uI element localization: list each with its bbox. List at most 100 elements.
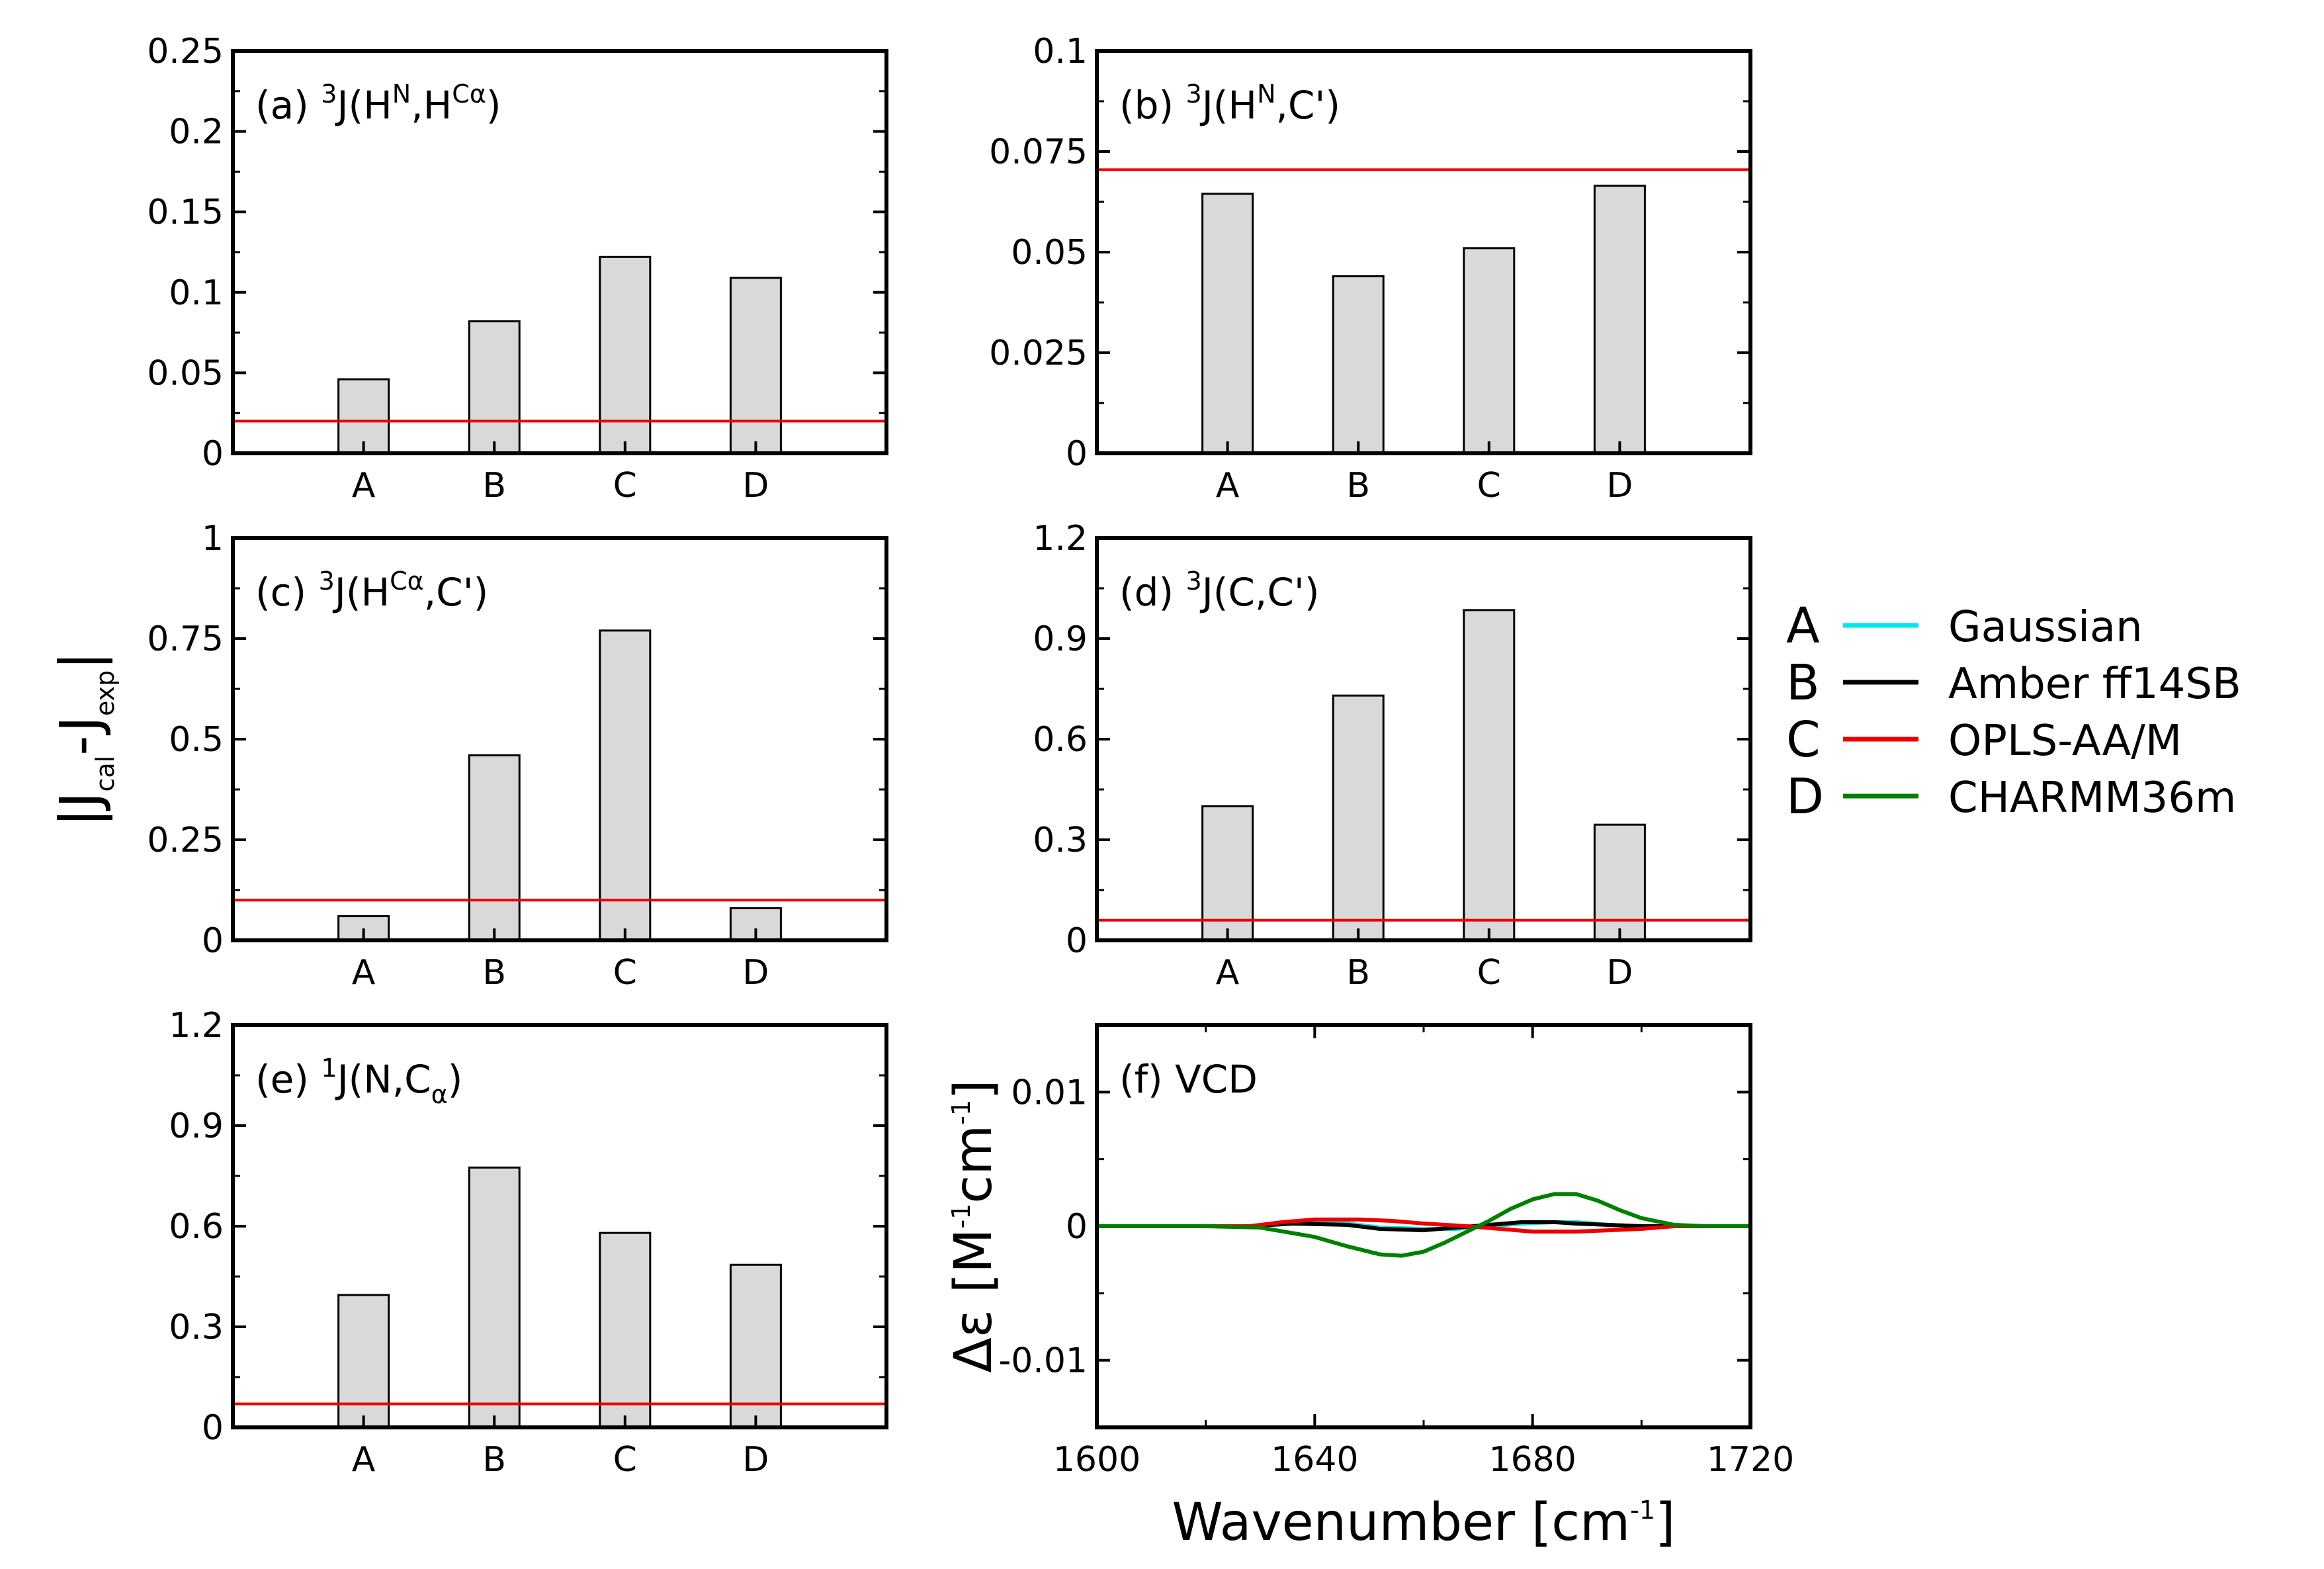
y-tick-label: 0.75 <box>147 619 224 659</box>
y-tick-label: 0 <box>202 434 224 474</box>
panel-c: 0 0.25 0.5 0.75 1 A B C D (c) 3J(HCα,C') <box>147 519 888 993</box>
x-axis-label: Wavenumber [cm-1] <box>1172 1493 1676 1552</box>
x-tick-label: B <box>482 466 506 506</box>
title-body2: ,C') <box>424 570 489 615</box>
title-prefix: (e) <box>255 1057 321 1102</box>
title-body1: J(H <box>1200 83 1257 128</box>
title-sup1: 1 <box>321 1053 337 1083</box>
title-sup1: 3 <box>1186 79 1202 109</box>
bar-C <box>1463 247 1516 455</box>
y-label-sup2: -1 <box>947 1100 976 1125</box>
title-sup2: N <box>392 79 411 109</box>
bar-C <box>599 255 652 455</box>
title-prefix: (a) <box>255 83 321 128</box>
x-tick-label: B <box>482 1440 506 1480</box>
y-tick-label: 0.6 <box>169 1207 224 1247</box>
bar-C <box>599 629 652 942</box>
legend-item-B: B Amber ff14SB <box>1786 654 2241 711</box>
panel-title: (d) 3J(C,C') <box>1119 566 1319 615</box>
y-tick-label: 0.25 <box>147 821 224 860</box>
plot-frame <box>1095 49 1752 455</box>
y-label-main: Δε [M <box>944 1229 1004 1373</box>
ylabel-end: | <box>48 651 112 670</box>
title-body1: J(H <box>335 83 392 128</box>
y-tick-label: 0 <box>202 1408 224 1448</box>
plot-frame <box>231 536 888 942</box>
legend-item-C: C OPLS-AA/M <box>1786 711 2182 768</box>
y-tick-label: 0 <box>202 921 224 961</box>
x-tick-label: D <box>742 953 769 993</box>
y-label-end: ] <box>944 1079 1004 1099</box>
x-tick-label: 1720 <box>1707 1440 1794 1480</box>
title-body1: J(N,C <box>335 1057 431 1102</box>
title-sup2: Cα <box>390 566 424 596</box>
title-sub1: α <box>431 1080 448 1109</box>
bar-B <box>1332 694 1385 942</box>
title-prefix: (c) <box>255 570 319 615</box>
x-tick-label: 1680 <box>1488 1440 1576 1480</box>
x-tick-label: A <box>352 466 376 506</box>
series-charmm36m <box>1097 1192 1750 1258</box>
x-label-sup: -1 <box>1630 1496 1655 1525</box>
y-label-sup1: -1 <box>947 1204 976 1229</box>
legend-label: OPLS-AA/M <box>1948 717 2182 766</box>
x-tick-label: 1640 <box>1271 1440 1358 1480</box>
y-tick-label: 0.01 <box>1011 1073 1088 1112</box>
x-tick-label: A <box>352 1440 376 1480</box>
title-prefix: (f) <box>1119 1057 1175 1102</box>
x-tick-label: C <box>1477 466 1501 506</box>
x-tick-label: C <box>1477 953 1501 993</box>
title-sup1: 3 <box>319 566 335 596</box>
y-tick-label: 0.3 <box>169 1308 224 1347</box>
x-label-end: ] <box>1655 1493 1675 1552</box>
legend-label: CHARMM36m <box>1948 774 2236 823</box>
y-tick-label: 0.9 <box>169 1106 224 1146</box>
panel-a: 0 0.05 0.1 0.15 0.2 0.25 A B C D (a) 3J(HN,HCα) <box>147 32 888 506</box>
y-tick-label: 0.05 <box>1011 233 1088 273</box>
y-tick-label: 0.025 <box>989 334 1088 373</box>
x-label-main: Wavenumber [cm <box>1172 1493 1631 1552</box>
ylabel-sub1: cal <box>91 756 120 792</box>
x-tick-label: B <box>1346 466 1370 506</box>
legend-item-D: D CHARMM36m <box>1786 768 2236 825</box>
x-tick-label: D <box>742 466 769 506</box>
y-tick-label: -0.01 <box>998 1341 1088 1381</box>
title-body2: ) <box>448 1057 463 1102</box>
panel-d: 0 0.3 0.6 0.9 1.2 A B C D (d) 3J(C,C') <box>1033 519 1752 993</box>
x-tick-label: D <box>1606 466 1633 506</box>
x-tick-label: A <box>1216 466 1240 506</box>
title-body3: ) <box>486 83 501 128</box>
plot-frame <box>231 49 888 455</box>
y-tick-label: 0.5 <box>169 720 224 760</box>
panel-b: 0 0.025 0.05 0.075 0.1 A B C D (b) 3J(HN,C') <box>989 32 1752 506</box>
legend-letter: A <box>1786 598 1820 654</box>
legend-letter: D <box>1786 768 1824 825</box>
y-tick-label: 0.9 <box>1033 619 1088 659</box>
bar-B <box>1332 275 1385 455</box>
ylabel-sub2: exp <box>91 670 120 716</box>
plot-frame <box>1095 536 1752 942</box>
title-body1: VCD <box>1175 1057 1258 1102</box>
bar-C <box>1463 609 1516 942</box>
legend-letter: B <box>1786 654 1820 711</box>
legend: A Gaussian B Amber ff14SB C OPLS-AA/M D CHARMM3… <box>1786 598 2241 825</box>
panel-e: 0 0.3 0.6 0.9 1.2 A B C D (e) 1J(N,Cα) <box>169 1006 888 1480</box>
y-label-mid: cm <box>944 1125 1004 1204</box>
x-tick-label: B <box>482 953 506 993</box>
x-tick-label: C <box>613 953 637 993</box>
y-tick-label: 1.2 <box>169 1006 224 1046</box>
panel-title: (b) 3J(HN,C') <box>1119 79 1340 128</box>
y-tick-label: 1.2 <box>1033 519 1088 559</box>
title-sup3: Cα <box>452 79 486 109</box>
y-tick-label: 0.05 <box>147 353 224 393</box>
panel-title: (f) VCD <box>1119 1057 1258 1102</box>
y-tick-label: 0.1 <box>1033 32 1088 71</box>
x-tick-label: A <box>352 953 376 993</box>
panel-title: (e) 1J(N,Cα) <box>255 1053 462 1109</box>
bar-D <box>1593 823 1646 942</box>
legend-label: Amber ff14SB <box>1948 660 2241 709</box>
title-sup1: 3 <box>1186 566 1202 596</box>
x-tick-label: 1600 <box>1053 1440 1140 1480</box>
series-amber-ff14sb <box>1097 1220 1750 1233</box>
